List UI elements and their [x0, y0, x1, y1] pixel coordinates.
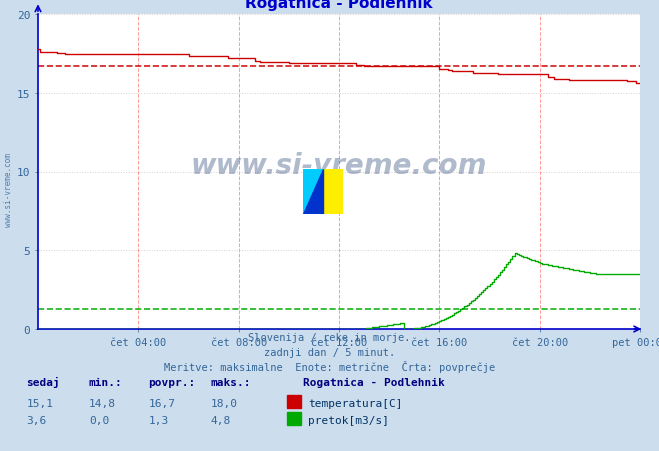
Text: 15,1: 15,1: [26, 398, 53, 408]
Text: 4,8: 4,8: [211, 415, 231, 425]
Text: maks.:: maks.:: [211, 377, 251, 387]
Text: min.:: min.:: [89, 377, 123, 387]
Text: povpr.:: povpr.:: [148, 377, 196, 387]
Title: Rogatnica - Podlehnik: Rogatnica - Podlehnik: [245, 0, 433, 11]
Text: 0,0: 0,0: [89, 415, 109, 425]
Text: 18,0: 18,0: [211, 398, 238, 408]
Text: 16,7: 16,7: [148, 398, 175, 408]
Polygon shape: [303, 169, 323, 214]
Text: temperatura[C]: temperatura[C]: [308, 398, 402, 408]
Polygon shape: [303, 169, 323, 214]
Text: Rogatnica - Podlehnik: Rogatnica - Podlehnik: [303, 377, 445, 387]
Text: sedaj: sedaj: [26, 377, 60, 387]
Text: 14,8: 14,8: [89, 398, 116, 408]
Text: Slovenija / reke in morje.: Slovenija / reke in morje.: [248, 332, 411, 342]
Text: pretok[m3/s]: pretok[m3/s]: [308, 415, 389, 425]
Text: Meritve: maksimalne  Enote: metrične  Črta: povprečje: Meritve: maksimalne Enote: metrične Črta…: [164, 360, 495, 372]
Text: www.si-vreme.com: www.si-vreme.com: [190, 152, 487, 180]
Text: 1,3: 1,3: [148, 415, 169, 425]
Text: zadnji dan / 5 minut.: zadnji dan / 5 minut.: [264, 347, 395, 357]
Text: www.si-vreme.com: www.si-vreme.com: [4, 152, 13, 226]
Text: 3,6: 3,6: [26, 415, 47, 425]
